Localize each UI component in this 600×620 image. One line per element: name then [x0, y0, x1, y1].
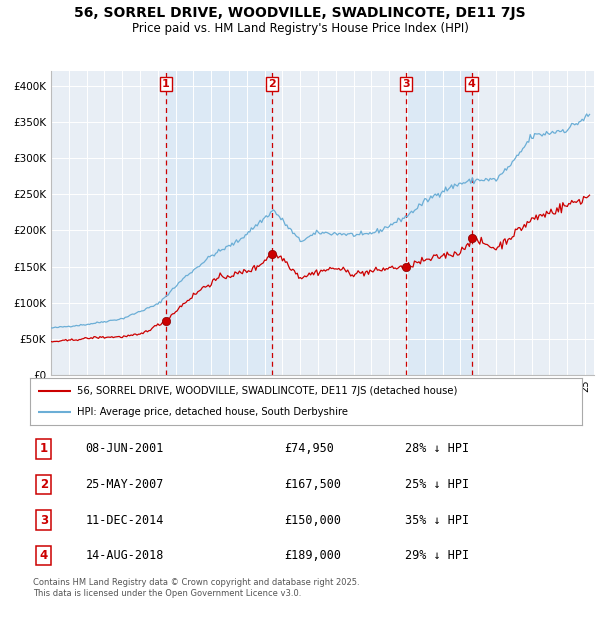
Text: 4: 4 — [467, 79, 475, 89]
Text: 56, SORREL DRIVE, WOODVILLE, SWADLINCOTE, DE11 7JS: 56, SORREL DRIVE, WOODVILLE, SWADLINCOTE… — [74, 6, 526, 20]
Text: 35% ↓ HPI: 35% ↓ HPI — [406, 513, 469, 526]
Text: 2: 2 — [268, 79, 275, 89]
Text: 3: 3 — [40, 513, 48, 526]
Bar — [166, 71, 272, 375]
Text: Contains HM Land Registry data © Crown copyright and database right 2025.: Contains HM Land Registry data © Crown c… — [33, 578, 359, 587]
Text: 28% ↓ HPI: 28% ↓ HPI — [406, 442, 469, 455]
Text: 29% ↓ HPI: 29% ↓ HPI — [406, 549, 469, 562]
Text: 1: 1 — [162, 79, 170, 89]
Text: 14-AUG-2018: 14-AUG-2018 — [85, 549, 164, 562]
Text: 3: 3 — [402, 79, 410, 89]
Text: 25-MAY-2007: 25-MAY-2007 — [85, 478, 164, 491]
Text: 2: 2 — [40, 478, 48, 491]
Text: £74,950: £74,950 — [284, 442, 334, 455]
Text: 11-DEC-2014: 11-DEC-2014 — [85, 513, 164, 526]
Text: This data is licensed under the Open Government Licence v3.0.: This data is licensed under the Open Gov… — [33, 589, 301, 598]
Text: 4: 4 — [40, 549, 48, 562]
Text: Price paid vs. HM Land Registry's House Price Index (HPI): Price paid vs. HM Land Registry's House … — [131, 22, 469, 35]
Text: 56, SORREL DRIVE, WOODVILLE, SWADLINCOTE, DE11 7JS (detached house): 56, SORREL DRIVE, WOODVILLE, SWADLINCOTE… — [77, 386, 457, 396]
Text: 08-JUN-2001: 08-JUN-2001 — [85, 442, 164, 455]
Text: £150,000: £150,000 — [284, 513, 341, 526]
Text: 1: 1 — [40, 442, 48, 455]
Text: HPI: Average price, detached house, South Derbyshire: HPI: Average price, detached house, Sout… — [77, 407, 348, 417]
Bar — [406, 71, 472, 375]
Text: £189,000: £189,000 — [284, 549, 341, 562]
Text: 25% ↓ HPI: 25% ↓ HPI — [406, 478, 469, 491]
Text: £167,500: £167,500 — [284, 478, 341, 491]
